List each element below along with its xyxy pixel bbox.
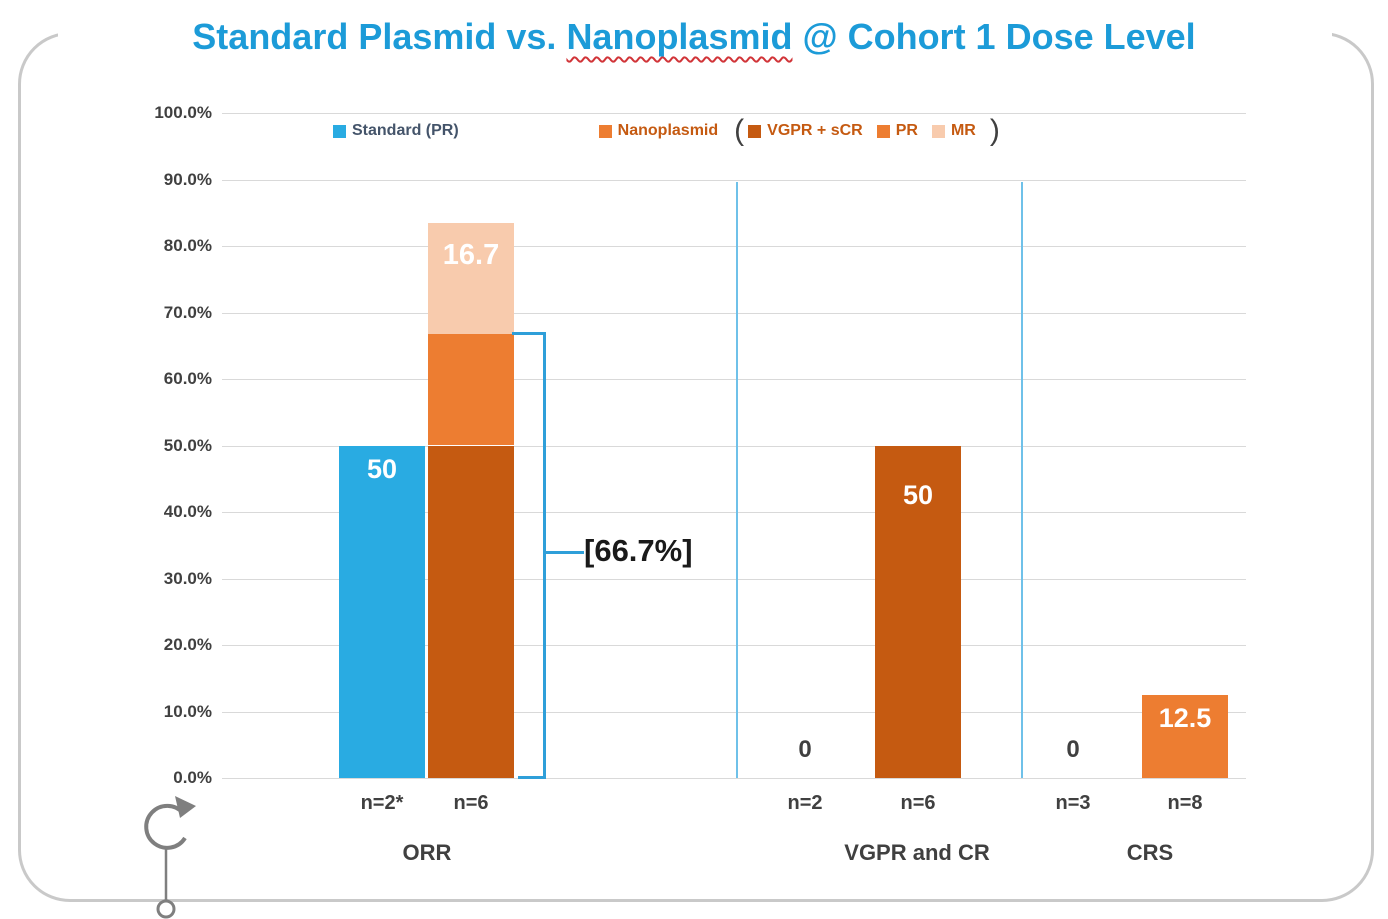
orr-bracket-annotation: [66.7%] — [584, 533, 693, 568]
legend-item-vgpr-scr: VGPR + sCR — [748, 122, 863, 140]
gridline — [222, 778, 1246, 779]
bar-value-label: 12.5 — [1158, 702, 1212, 733]
gridline — [222, 578, 1246, 580]
bracket-bottom-line — [518, 776, 546, 779]
bar-segment-mr — [428, 223, 514, 335]
legend-item-nanoplasmid: Nanoplasmid — [598, 122, 719, 140]
title-pre: Standard Plasmid vs. — [192, 16, 567, 57]
zero-value-label: 0 — [1066, 736, 1080, 763]
group-separator-line-2 — [1021, 182, 1023, 778]
legend-sub-label: VGPR + sCR — [767, 122, 863, 139]
y-tick-label: 40.0% — [163, 502, 212, 521]
y-tick-label: 50.0% — [163, 435, 212, 455]
n-count-label: n=2 — [787, 792, 823, 814]
legend-sub-items: VGPR + sCR PR MR — [748, 122, 990, 140]
y-tick-label: 60.0% — [163, 369, 212, 388]
title-band — [58, 12, 1332, 66]
legend-item-pr: PR — [876, 122, 918, 140]
legend-sub-label: PR — [895, 122, 918, 139]
bar-value-label: 16.7 — [442, 239, 500, 272]
n-count-label: n=6 — [900, 792, 936, 814]
n-count-label: n=8 — [1167, 792, 1203, 814]
legend-close-paren: ) — [989, 114, 1000, 147]
gridline — [222, 379, 1246, 380]
y-tick-label: 20.0% — [163, 635, 212, 654]
n-count-label: n=3 — [1055, 792, 1091, 814]
legend-swatch-standard-icon — [333, 124, 346, 138]
legend-swatch-nanoplasmid-icon — [598, 124, 612, 138]
bracket-connector-line — [543, 551, 584, 554]
bar-standard-pr- — [339, 445, 425, 778]
n-count-label: n=6 — [453, 792, 489, 814]
gridline — [222, 246, 1246, 247]
bar-segment-pr — [428, 334, 514, 446]
gridline — [222, 645, 1246, 646]
gridline — [222, 312, 1246, 314]
bar-segment-vgpr-scr — [428, 445, 514, 778]
legend: Standard (PR) Nanoplasmid ( VGPR + sCR PR… — [333, 114, 1004, 147]
y-tick-label: 30.0% — [163, 568, 212, 588]
y-tick-label: 100.0% — [154, 103, 212, 122]
chart-title: Standard Plasmid vs. Nanoplasmid @ Cohor… — [0, 16, 1388, 58]
gridline — [222, 711, 1246, 713]
n-count-label: n=2* — [360, 792, 404, 814]
bar-nanoplasmid — [875, 445, 961, 778]
y-tick-label: 0.0% — [173, 768, 212, 787]
legend-swatch-icon — [748, 124, 762, 138]
y-tick-label: 80.0% — [163, 236, 212, 255]
rotate-handle-icon — [144, 796, 196, 919]
legend-sub-label: MR — [950, 122, 976, 139]
group-label-vgpr-and-cr: VGPR and CR — [844, 840, 990, 865]
gridline — [222, 113, 1246, 114]
legend-item-standard: Standard (PR) — [333, 122, 459, 140]
zero-value-label: 0 — [798, 736, 812, 763]
legend-label-standard: Standard (PR) — [352, 122, 459, 139]
bracket-top-line — [512, 332, 546, 335]
bracket-vertical-line — [543, 332, 546, 779]
gridline — [222, 445, 1246, 447]
legend-swatch-icon — [876, 124, 890, 138]
title-post: @ Cohort 1 Dose Level — [792, 16, 1196, 57]
bar-value-label: 50 — [366, 453, 398, 484]
legend-open-paren: ( — [734, 114, 745, 147]
legend-swatch-icon — [931, 124, 945, 138]
bar-value-label: 50 — [902, 479, 934, 510]
group-separator-line-1 — [736, 182, 738, 778]
group-label-orr: ORR — [402, 840, 452, 865]
y-tick-label: 10.0% — [163, 701, 212, 721]
group-label-crs: CRS — [1126, 840, 1174, 865]
y-tick-label: 70.0% — [163, 302, 212, 322]
gridline — [222, 512, 1246, 513]
bar-nanoplasmid — [1142, 694, 1228, 778]
legend-item-mr: MR — [931, 122, 976, 140]
gridline — [222, 179, 1246, 181]
legend-label-nanoplasmid: Nanoplasmid — [617, 122, 719, 139]
title-nanoplasmid-misspelled: Nanoplasmid — [566, 16, 793, 57]
y-tick-label: 90.0% — [163, 169, 212, 189]
